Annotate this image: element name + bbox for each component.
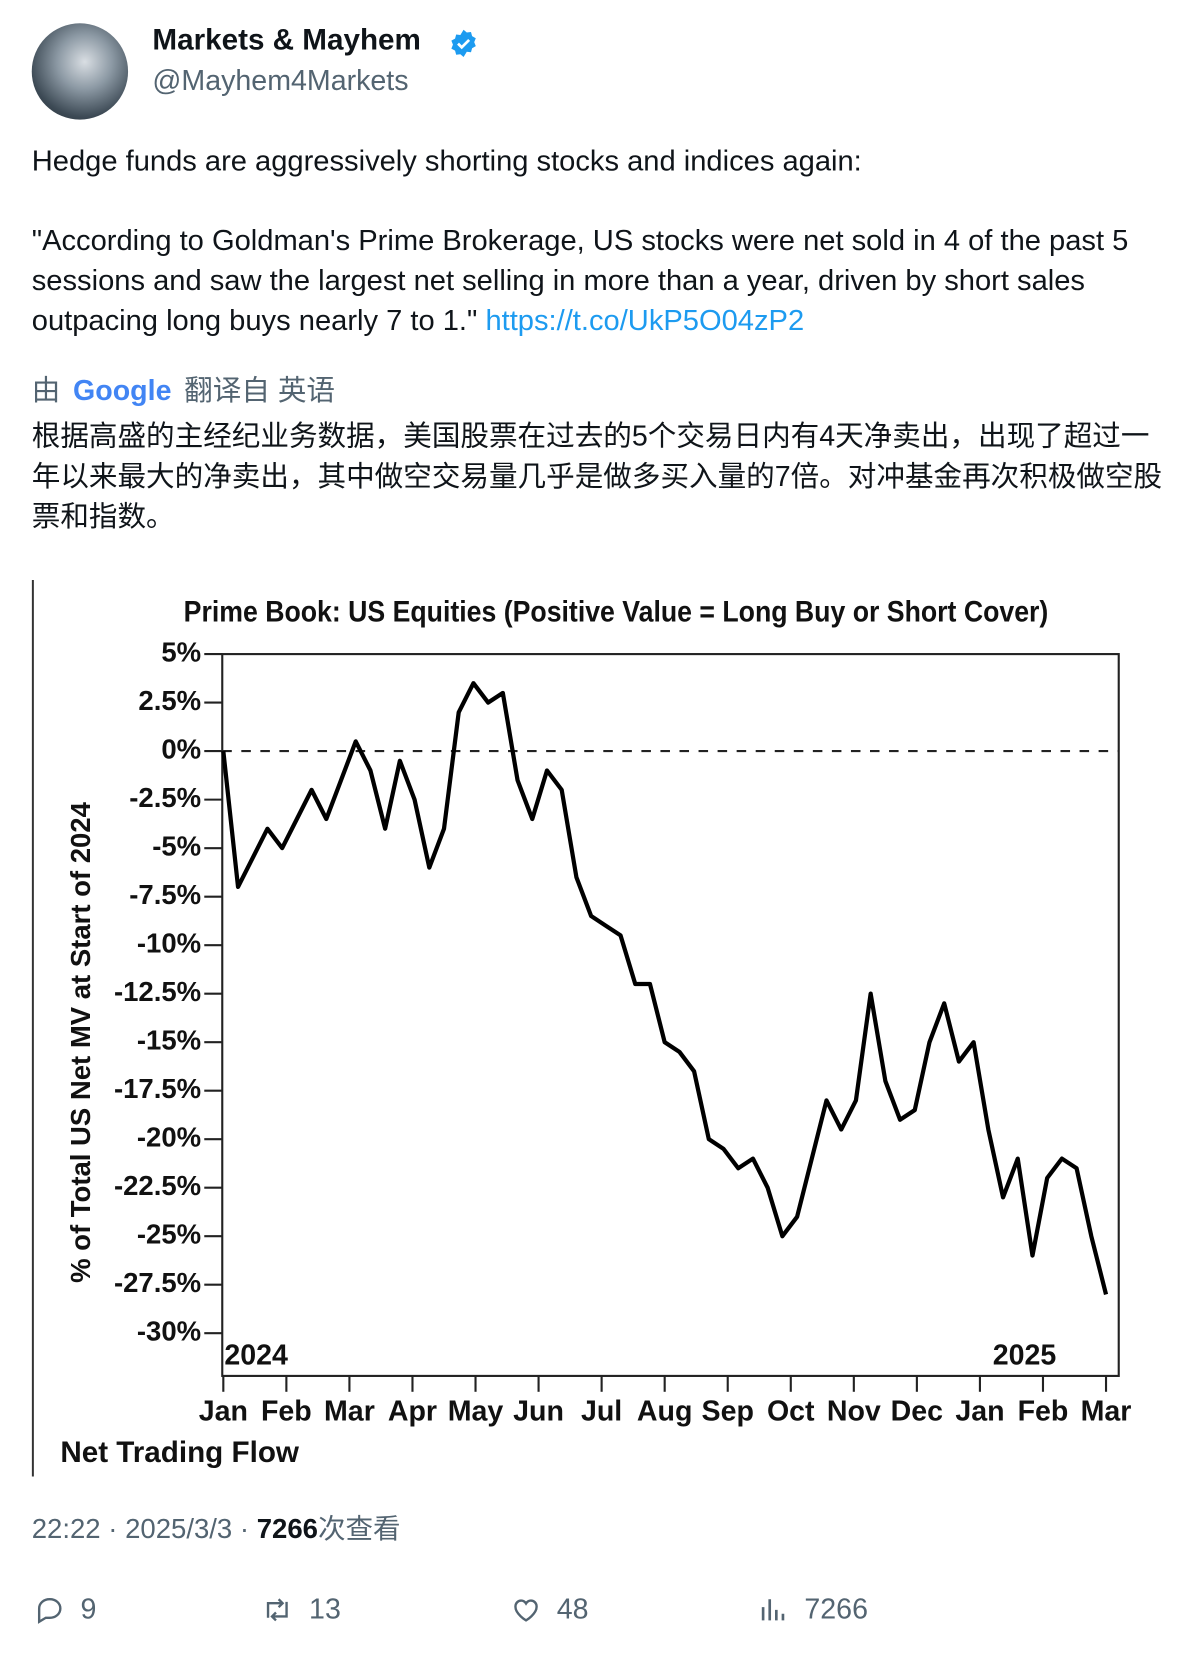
- chart: Prime Book: US Equities (Positive Value …: [31, 580, 1154, 1480]
- x-tick-label: Sep: [702, 1396, 754, 1428]
- series-line: [221, 681, 1109, 1295]
- provider[interactable]: Google: [73, 374, 172, 407]
- x-tick-label: Jan: [955, 1396, 1004, 1428]
- annotation: 2024: [224, 1339, 288, 1371]
- chart-background: [31, 580, 1154, 1480]
- date: 2025/3/3: [125, 1512, 233, 1545]
- tweet-text: Hedge funds are aggressively shorting st…: [31, 143, 862, 177]
- x-tick-label: Mar: [324, 1396, 375, 1428]
- translation-header: 由 Google 翻译自 英语: [32, 367, 335, 408]
- x-tick-label: Dec: [891, 1396, 944, 1428]
- translated-text: 根据高盛的主经纪业务数据，美国股票在过去的5个交易日内有4天净卖出，出现了超过一…: [31, 420, 1163, 533]
- y-tick-label: -12.5%: [114, 976, 201, 1007]
- y-tick-label: 0%: [161, 733, 201, 764]
- retweet-button[interactable]: 13: [260, 1592, 341, 1626]
- annotation: 2025: [993, 1339, 1057, 1371]
- x-tick-label: Oct: [767, 1396, 815, 1428]
- separator: ·: [108, 1512, 118, 1545]
- author-handle[interactable]: @Mayhem4Markets: [152, 64, 409, 97]
- quote: "According to Goldman's Prime Brokerage,…: [31, 223, 1129, 337]
- views-button[interactable]: 7266: [758, 1593, 868, 1626]
- x-tick-label: Jun: [513, 1396, 564, 1428]
- reply-button[interactable]: 9: [34, 1593, 96, 1626]
- y-tick-label: -5%: [152, 830, 201, 861]
- author-name[interactable]: Markets & Mayhem: [152, 23, 421, 57]
- reply-icon: [37, 1597, 62, 1624]
- x-tick-label: Feb: [1018, 1396, 1069, 1428]
- tweet-quote: "According to Goldman's Prime Brokerage,…: [32, 220, 1164, 341]
- retweet-count: 13: [309, 1592, 341, 1625]
- retweet-icon: [266, 1597, 288, 1621]
- chart-title: Prime Book: US Equities (Positive Value …: [184, 594, 1049, 628]
- x-tick-label: Nov: [827, 1396, 881, 1428]
- view-count: 7266: [256, 1512, 318, 1545]
- y-tick-label: 5%: [161, 636, 201, 667]
- y-axis-label: % of Total US Net MV at Start of 2024: [65, 801, 96, 1283]
- x-tick-label: Jul: [581, 1396, 622, 1428]
- separator: ·: [239, 1512, 250, 1545]
- views-icon: [761, 1598, 785, 1620]
- y-tick-label: -25%: [137, 1218, 201, 1249]
- y-tick-label: -27.5%: [114, 1267, 201, 1298]
- x-tick-label: Jan: [199, 1396, 248, 1428]
- y-tick-label: -20%: [137, 1121, 201, 1152]
- by: 由: [31, 374, 61, 407]
- meta: 22:22 · 2025/3/3 · 7266次查看: [32, 1507, 401, 1546]
- y-tick-label: -22.5%: [114, 1170, 201, 1201]
- x-tick-label: Aug: [637, 1396, 693, 1428]
- from: 翻译自 英语: [184, 374, 336, 407]
- like-button[interactable]: 48: [510, 1592, 589, 1626]
- x-tick-label: Feb: [261, 1396, 312, 1428]
- like-icon: [514, 1598, 538, 1622]
- views-label: 次查看: [317, 1512, 401, 1545]
- like-count: 48: [556, 1592, 589, 1625]
- y-tick-label: -17.5%: [114, 1073, 201, 1104]
- plot-frame: [221, 653, 1120, 1377]
- legend-label: Net Trading Flow: [60, 1436, 300, 1469]
- link[interactable]: https://t.co/UkP5O04zP2: [485, 303, 805, 337]
- avatar[interactable]: [31, 23, 129, 120]
- x-tick-label: Mar: [1081, 1396, 1132, 1428]
- reply-count: 9: [80, 1592, 97, 1625]
- y-tick-label: -7.5%: [129, 879, 201, 910]
- y-tick-label: -2.5%: [129, 782, 201, 813]
- time: 22:22: [31, 1512, 101, 1545]
- y-tick-label: 2.5%: [138, 685, 201, 716]
- views-count: 7266: [804, 1592, 868, 1625]
- verified-badge: [451, 29, 476, 57]
- x-tick-label: Apr: [388, 1396, 437, 1428]
- y-tick-label: -30%: [137, 1315, 201, 1346]
- y-tick-label: -15%: [137, 1024, 201, 1055]
- y-tick-label: -10%: [137, 927, 201, 958]
- x-tick-label: May: [448, 1396, 504, 1428]
